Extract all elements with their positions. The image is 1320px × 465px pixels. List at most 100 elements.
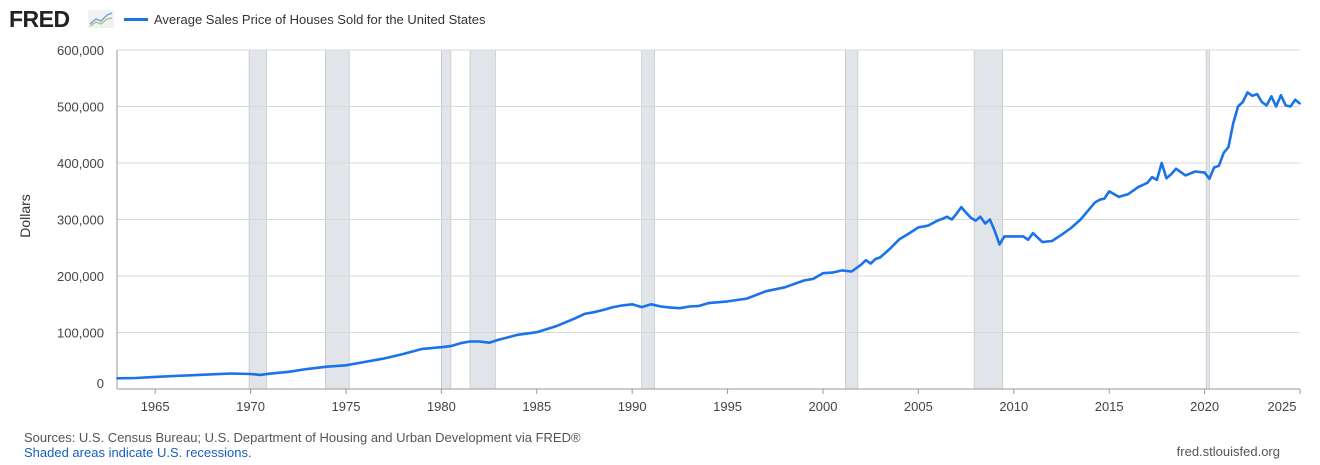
data-point [669,306,672,309]
data-point [659,305,662,308]
y-tick-label: 500,000 [57,100,104,115]
data-point [383,357,386,360]
data-point [993,229,996,232]
data-point [135,377,137,379]
data-point [249,373,252,375]
data-point [831,271,834,274]
data-point [726,300,729,303]
data-point [874,258,877,260]
data-point [1265,104,1268,107]
data-point [946,215,948,218]
data-point [306,368,309,370]
data-point [1294,98,1297,101]
y-axis-label: Dollars [17,194,33,238]
data-point [1194,170,1196,173]
data-point [974,219,977,222]
data-point [1213,166,1216,169]
data-point [1275,105,1278,108]
data-point [116,377,118,380]
y-tick-label: 400,000 [57,156,104,171]
data-point [1256,93,1258,95]
data-point [841,269,843,272]
site-link[interactable]: fred.stlouisfed.org [1176,444,1280,459]
data-point [850,270,853,273]
fred-logo[interactable]: FRED [9,6,70,32]
x-tick-label: 1980 [427,399,456,414]
data-point [421,347,424,350]
data-point [1184,174,1187,177]
data-point [440,346,443,349]
data-point [1098,198,1101,201]
data-point [640,306,643,308]
data-point [612,306,614,308]
data-point [936,219,939,222]
x-tick-label: 1995 [713,399,742,414]
data-point [783,286,786,289]
y-tick-label: 100,000 [57,326,104,341]
data-point [259,373,262,376]
data-point [1093,201,1096,204]
data-point [593,311,595,314]
data-point [1003,235,1006,238]
line-chart-icon [88,10,114,28]
y-gridlines: 0 100,000 200,000 300,000 400,000 500,000 600,… [57,43,1300,391]
x-tick-label: 1970 [236,399,265,414]
data-point [707,302,710,305]
legend-series-label[interactable]: Average Sales Price of Houses Sold for t… [154,12,486,27]
data-point [960,206,963,208]
data-point [927,224,929,227]
data-point [1241,101,1244,103]
data-point [941,218,944,220]
data-point [965,211,967,214]
data-point [1175,167,1177,170]
chart-footer: Sources: U.S. Census Bureau; U.S. Depart… [24,430,581,460]
data-point [865,259,867,262]
data-point [1270,95,1273,98]
data-point [1280,94,1282,97]
data-point [1208,177,1211,180]
x-tick-label: 2025 [1268,399,1297,414]
data-point [1218,164,1220,167]
data-point [688,305,691,308]
sources-text: Sources: U.S. Census Bureau; U.S. Depart… [24,430,581,445]
data-point [325,365,328,368]
data-point [917,226,920,229]
data-point [1051,240,1053,242]
data-point [402,353,405,355]
x-tick-label: 2015 [1095,399,1124,414]
recession-note[interactable]: Shaded areas indicate U.S. recessions. [24,445,252,460]
chart-legend: Average Sales Price of Houses Sold for t… [124,12,485,27]
data-point [1027,238,1030,241]
data-point [450,345,452,347]
data-point [1117,196,1120,198]
data-point [1284,104,1287,107]
data-point [989,218,991,221]
data-point [955,212,958,215]
legend-swatch [124,18,148,21]
data-point [345,364,347,367]
data-point [1227,146,1230,149]
x-tick-label: 1990 [618,399,647,414]
data-point [469,340,471,343]
data-point [192,374,195,377]
data-point [1151,176,1154,179]
x-tick-label: 1965 [141,399,170,414]
data-point [678,307,681,310]
data-point [268,372,271,375]
data-point [1079,218,1082,221]
data-point [950,218,953,221]
data-point [888,247,891,250]
series-line[interactable] [116,91,1301,380]
data-point [745,297,748,300]
data-point [1155,179,1158,181]
y-tick-label: 300,000 [57,213,104,228]
data-point [1012,235,1015,238]
data-point [497,338,500,341]
data-point [535,331,538,334]
data-point [822,272,824,275]
data-point [1146,181,1149,184]
data-point [1160,162,1163,164]
data-point [1232,122,1235,125]
data-point [1022,235,1025,238]
data-point [1299,102,1301,105]
